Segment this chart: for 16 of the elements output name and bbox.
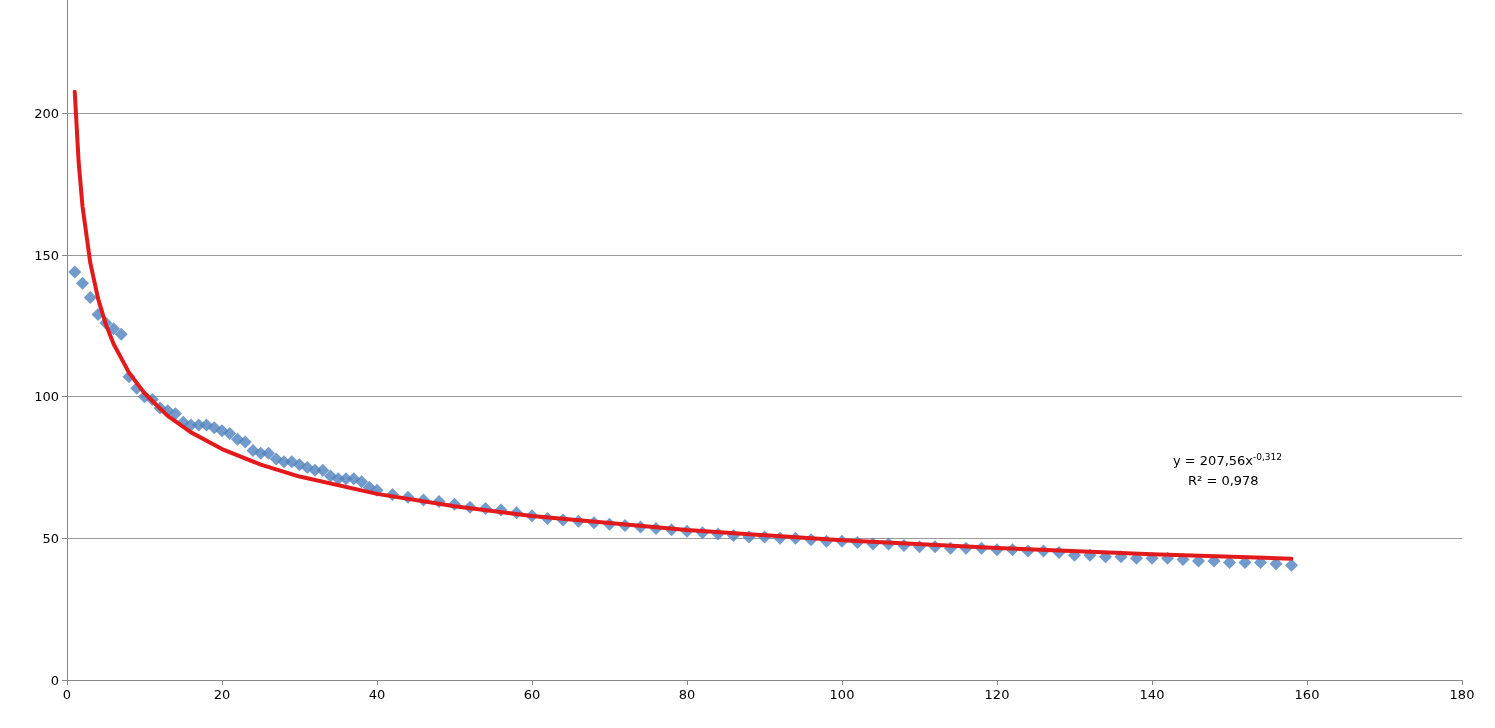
- y-tick-label: 200: [34, 105, 59, 121]
- x-tick-label: 100: [829, 687, 855, 702]
- x-tick-label: 20: [213, 687, 231, 702]
- y-tick-label: 150: [34, 247, 59, 263]
- annotation: R² = 0,978: [1188, 473, 1259, 488]
- x-tick-label: 0: [62, 687, 72, 702]
- y-tick-label: 100: [34, 389, 59, 405]
- x-tick-label: 140: [1139, 687, 1165, 702]
- y-tick-label: 50: [42, 530, 59, 546]
- x-tick-label: 160: [1294, 687, 1320, 702]
- x-tick-label: 40: [368, 687, 386, 702]
- x-tick-label: 120: [984, 687, 1010, 702]
- y-tick-label: 0: [50, 672, 59, 688]
- x-tick-label: 60: [523, 687, 541, 702]
- x-tick-label: 180: [1449, 687, 1475, 702]
- x-tick-label: 80: [678, 687, 696, 702]
